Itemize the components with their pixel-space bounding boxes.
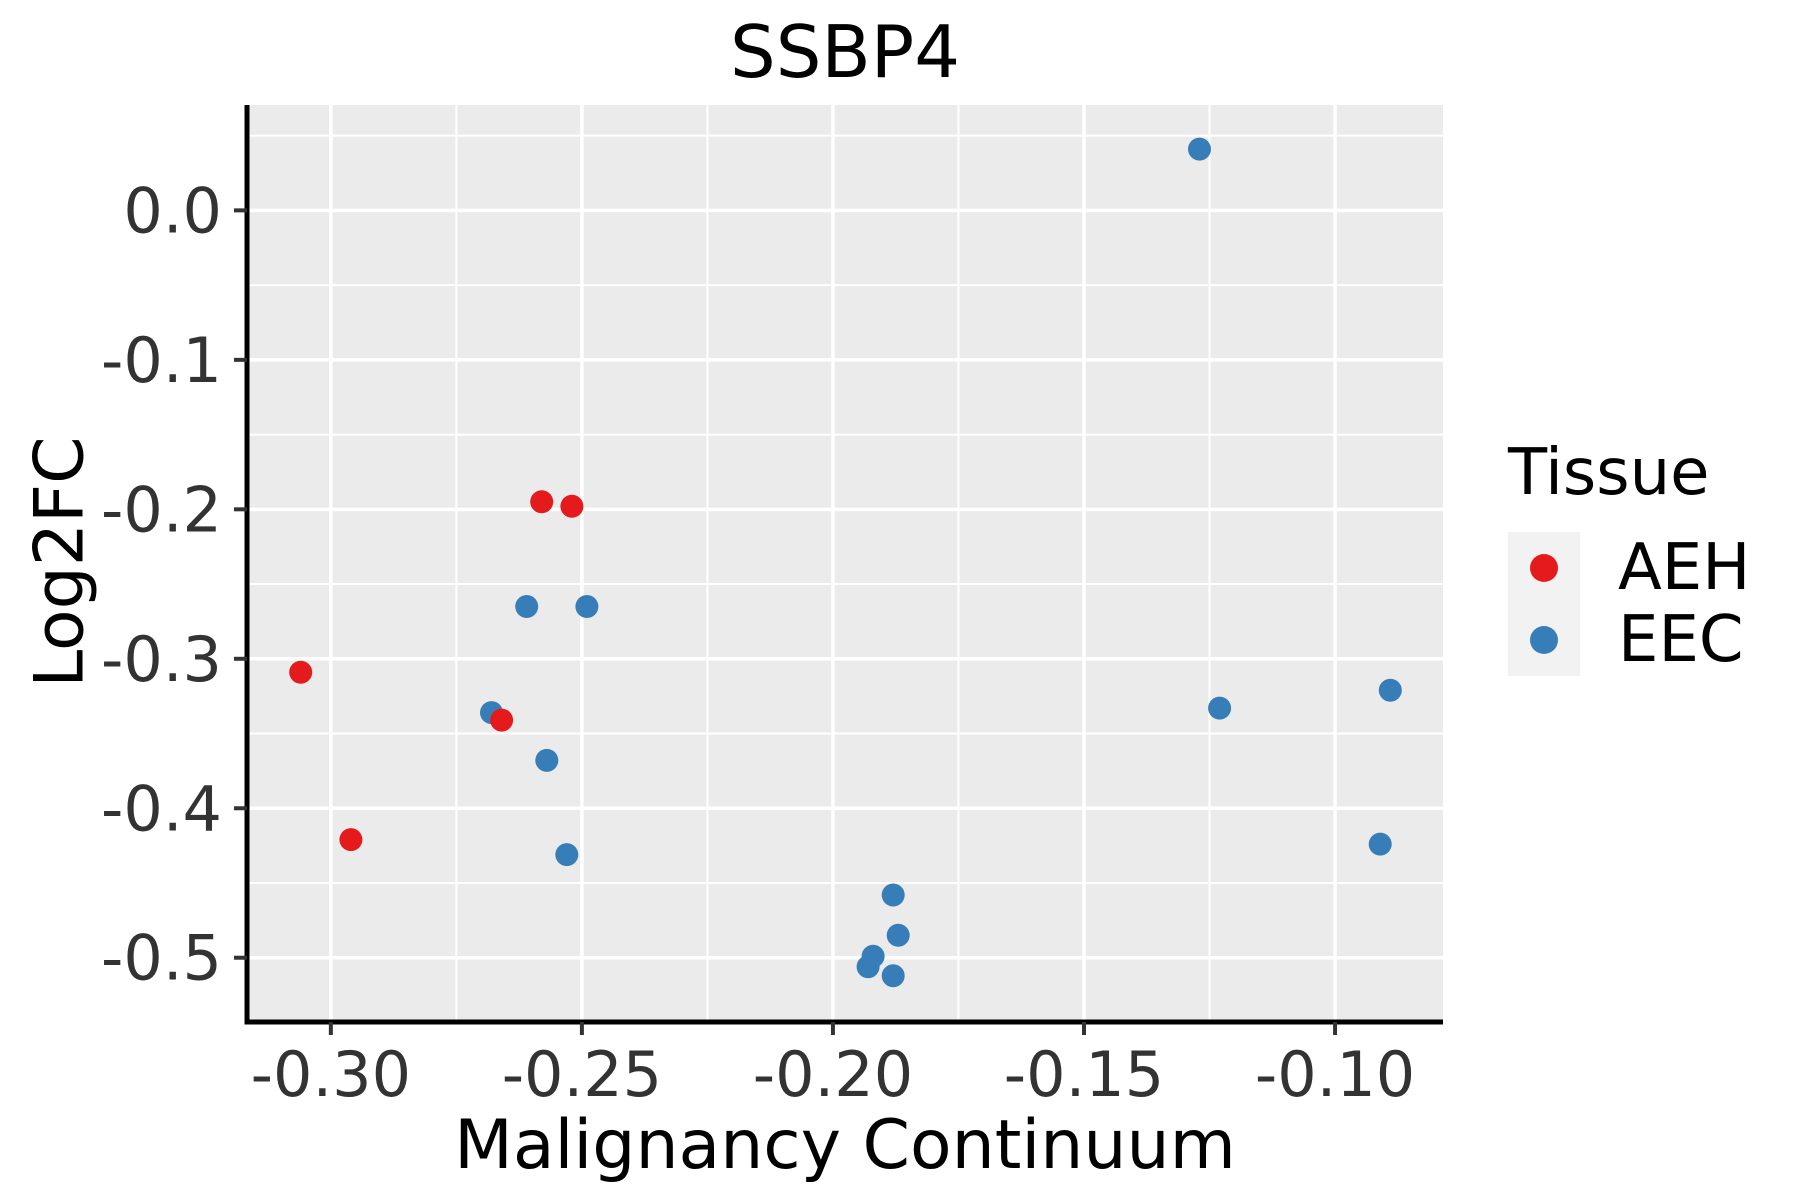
legend-label-eec: EEC (1618, 603, 1744, 677)
data-point-eec (555, 843, 579, 867)
legend-dot-aeh-icon (1530, 554, 1558, 582)
legend-key-box (1508, 532, 1580, 604)
data-point-eec (575, 595, 599, 618)
data-point-aeh (490, 708, 514, 732)
x-tick-label: -0.30 (251, 1038, 411, 1111)
legend-key-box (1508, 604, 1580, 676)
data-point-aeh (560, 494, 584, 518)
legend-title: Tissue (1508, 436, 1710, 510)
data-point-eec (1368, 832, 1392, 856)
x-axis-title: Malignancy Continuum (454, 1106, 1236, 1185)
data-point-eec (861, 944, 885, 968)
data-point-eec (1188, 137, 1211, 161)
data-point-aeh (289, 660, 313, 684)
data-point-eec (1378, 678, 1402, 702)
y-tick-label: -0.1 (101, 324, 222, 397)
data-point-eec (886, 923, 910, 947)
legend-entry-aeh: AEH (1508, 531, 1751, 605)
legend-entry-eec: EEC (1508, 603, 1750, 677)
data-point-eec (1208, 696, 1232, 720)
data-point-eec (881, 964, 905, 988)
y-tick-label: -0.3 (101, 623, 222, 696)
x-tick-label: -0.15 (1004, 1038, 1164, 1111)
x-tick-label: -0.10 (1255, 1038, 1415, 1111)
legend-dot-eec-icon (1530, 626, 1558, 654)
data-point-eec (881, 883, 905, 907)
y-tick-label: 0.0 (123, 174, 222, 247)
y-tick-label: -0.5 (101, 922, 222, 995)
legend: Tissue AEH EEC (1508, 436, 1751, 677)
plot-panel (247, 105, 1443, 1022)
x-tick-label: -0.25 (502, 1038, 662, 1111)
y-tick-label: -0.4 (101, 772, 222, 845)
plot-title: SSBP4 (729, 10, 961, 94)
x-tick-label: -0.20 (753, 1038, 913, 1111)
y-tick-label: -0.2 (101, 473, 222, 546)
y-axis-title: Log2FC (20, 436, 100, 688)
legend-label-aeh: AEH (1618, 531, 1751, 605)
data-point-eec (535, 748, 559, 772)
data-point-aeh (339, 828, 363, 852)
data-point-eec (515, 595, 539, 618)
data-point-aeh (530, 490, 554, 514)
